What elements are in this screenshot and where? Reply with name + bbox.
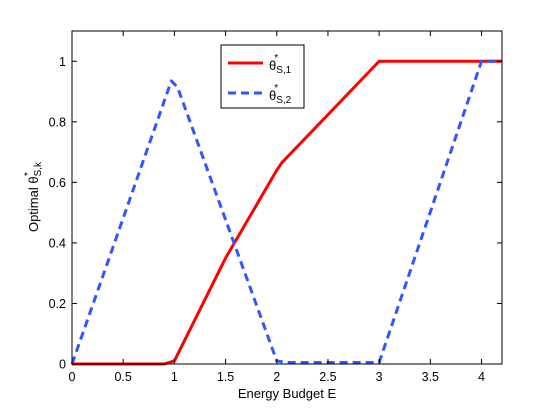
legend-label-series-1-subscript: S,1 bbox=[276, 65, 291, 76]
x-tick-label: 1.5 bbox=[217, 370, 234, 384]
x-tick-label: 3.5 bbox=[422, 370, 439, 384]
y-axis-label-superscript: * bbox=[23, 172, 34, 176]
x-tick-label: 2 bbox=[273, 370, 280, 384]
x-axis-label: Energy Budget E bbox=[238, 386, 337, 401]
legend-label-series-2-superscript: * bbox=[274, 83, 278, 94]
y-tick-label: 1 bbox=[59, 55, 66, 69]
y-axis-label-symbol: θ bbox=[26, 176, 41, 183]
y-tick-label: 0.8 bbox=[49, 115, 66, 129]
x-tick-label: 0 bbox=[69, 370, 76, 384]
legend-box bbox=[220, 44, 305, 109]
y-tick-label: 0.4 bbox=[49, 236, 66, 250]
y-axis-label-prefix: Optimal bbox=[26, 184, 41, 232]
series-layer bbox=[70, 59, 502, 366]
series-line-1 bbox=[72, 59, 502, 366]
ticks-layer: 0 0.5 1 1.5 2 2.5 3 3.5 4 0 0.2 0.4 0.6 0.8 1 bbox=[49, 31, 502, 384]
y-tick-label: 0.6 bbox=[49, 176, 66, 190]
legend-label-series-2: θS,2* bbox=[269, 83, 292, 106]
axes-layer bbox=[71, 30, 503, 365]
y-tick-label: 0.2 bbox=[49, 297, 66, 311]
legend-label-series-1: θS,1* bbox=[269, 53, 292, 76]
x-tick-label: 0.5 bbox=[114, 370, 131, 384]
axes-frame bbox=[71, 30, 503, 365]
legend: θS,1* θS,2* bbox=[220, 44, 305, 109]
y-axis-label: Optimal θS,k* bbox=[23, 161, 44, 232]
y-tick-label: 0 bbox=[59, 358, 66, 372]
x-tick-label: 3 bbox=[376, 370, 383, 384]
x-tick-label: 1 bbox=[171, 370, 178, 384]
series-line-2 bbox=[70, 59, 502, 365]
legend-label-series-2-symbol: θ bbox=[269, 88, 276, 103]
legend-label-series-1-superscript: * bbox=[274, 53, 278, 64]
legend-label-series-2-subscript: S,2 bbox=[276, 95, 291, 106]
y-axis-label-subscript: S,k bbox=[33, 161, 44, 176]
x-tick-label: 2.5 bbox=[319, 370, 336, 384]
x-tick-label: 4 bbox=[478, 370, 485, 384]
legend-label-series-1-symbol: θ bbox=[269, 58, 276, 73]
